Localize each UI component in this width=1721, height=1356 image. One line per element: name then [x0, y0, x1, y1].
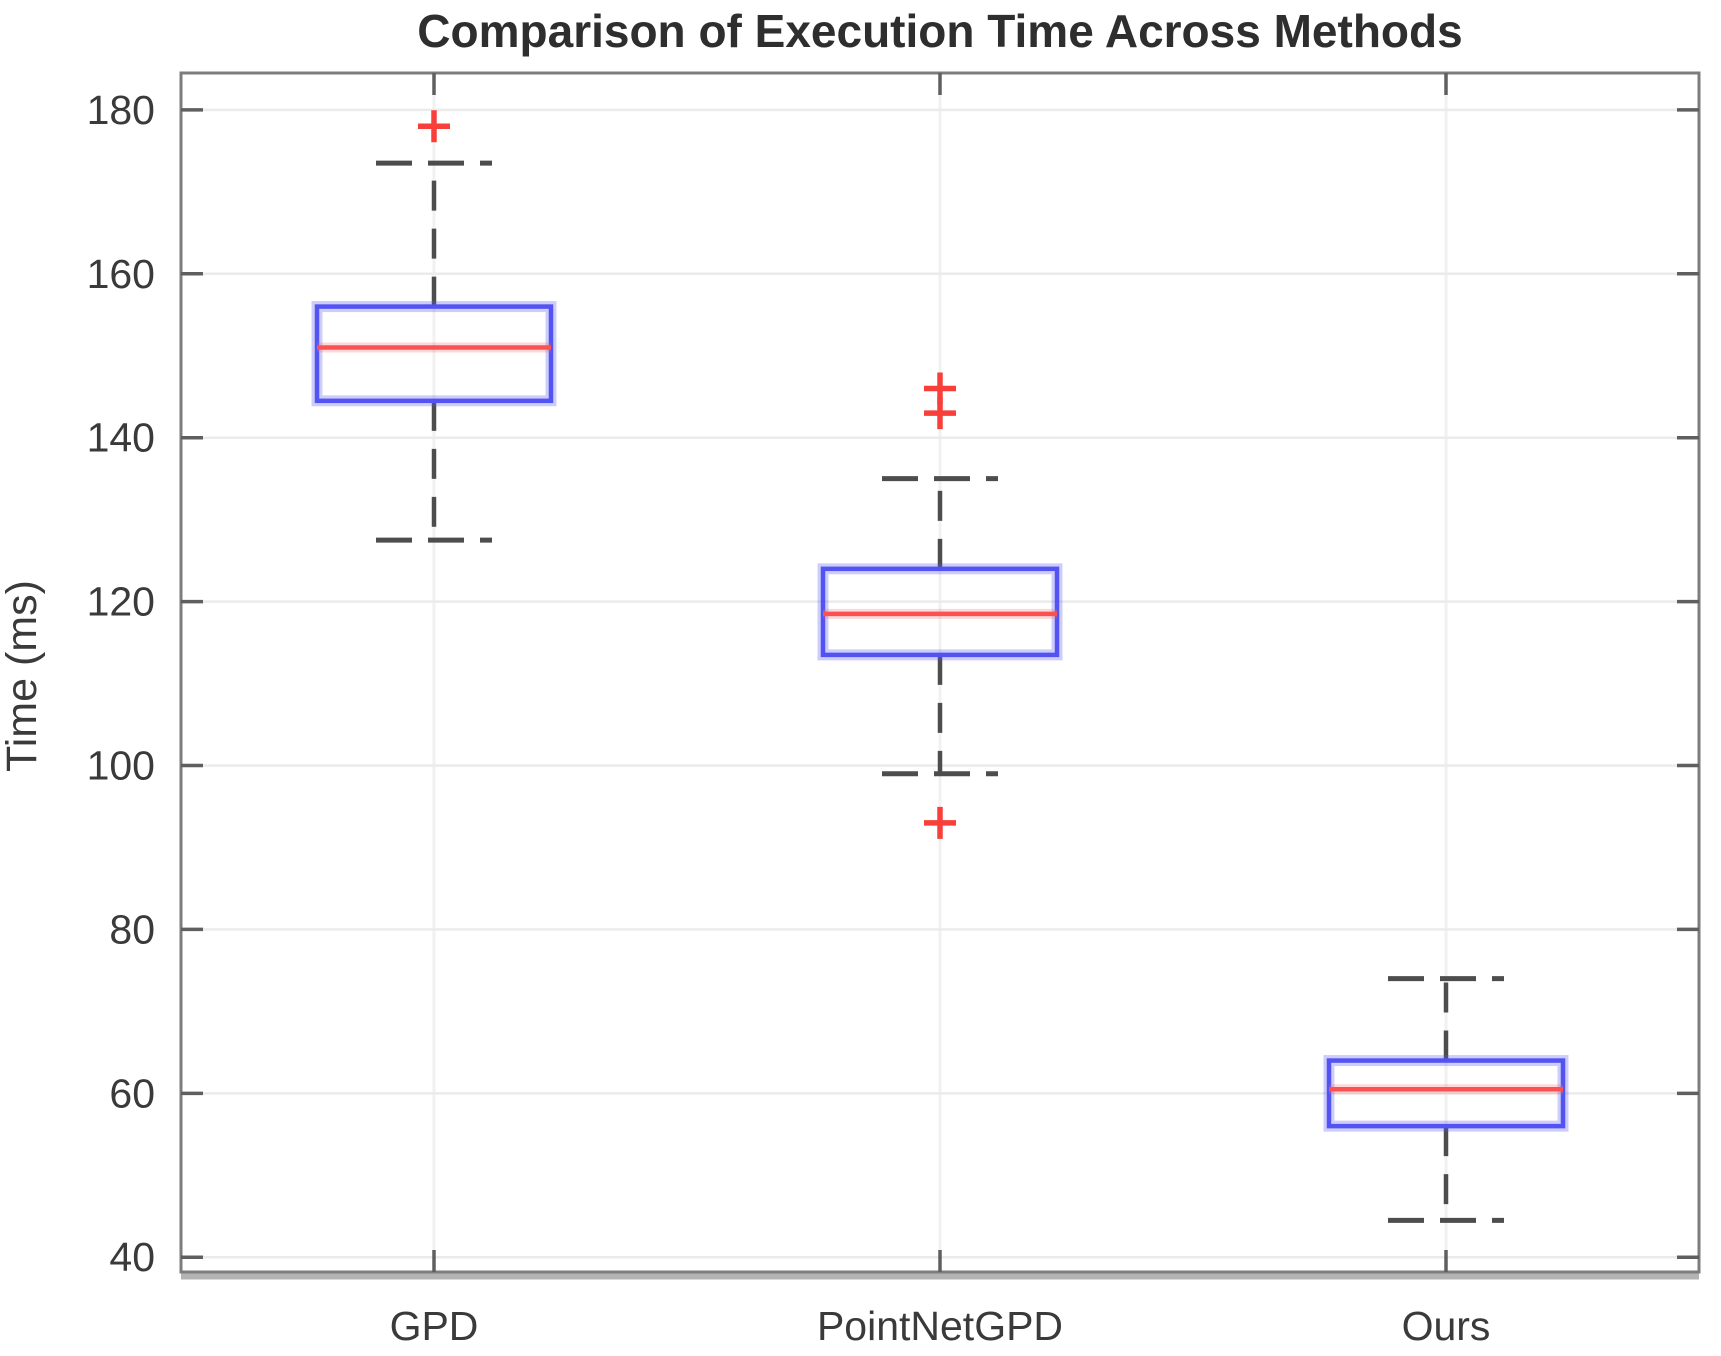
y-tick-label: 100	[87, 743, 155, 789]
x-tick-label: GPD	[390, 1303, 479, 1349]
y-tick-label: 180	[87, 87, 155, 133]
y-tick-label: 40	[109, 1234, 155, 1280]
outlier-marker	[418, 110, 450, 143]
y-tick-label: 160	[87, 251, 155, 297]
y-tick-label: 120	[87, 579, 155, 625]
x-tick-label: Ours	[1402, 1303, 1491, 1349]
y-tick-label: 140	[87, 415, 155, 461]
y-tick-label: 60	[109, 1070, 155, 1116]
box	[1326, 1058, 1566, 1129]
y-tick-label: 80	[109, 906, 155, 952]
box	[314, 304, 554, 404]
y-axis-label: Time (ms)	[0, 580, 46, 772]
x-tick-label: PointNetGPD	[817, 1303, 1063, 1349]
outlier-marker	[924, 806, 956, 839]
outlier-marker	[924, 397, 956, 430]
plot-area: 40 60 80 100 120 140 160 180 GPD PointNetGPD Ours	[87, 71, 1701, 1349]
chart-title: Comparison of Execution Time Across Meth…	[417, 5, 1462, 57]
